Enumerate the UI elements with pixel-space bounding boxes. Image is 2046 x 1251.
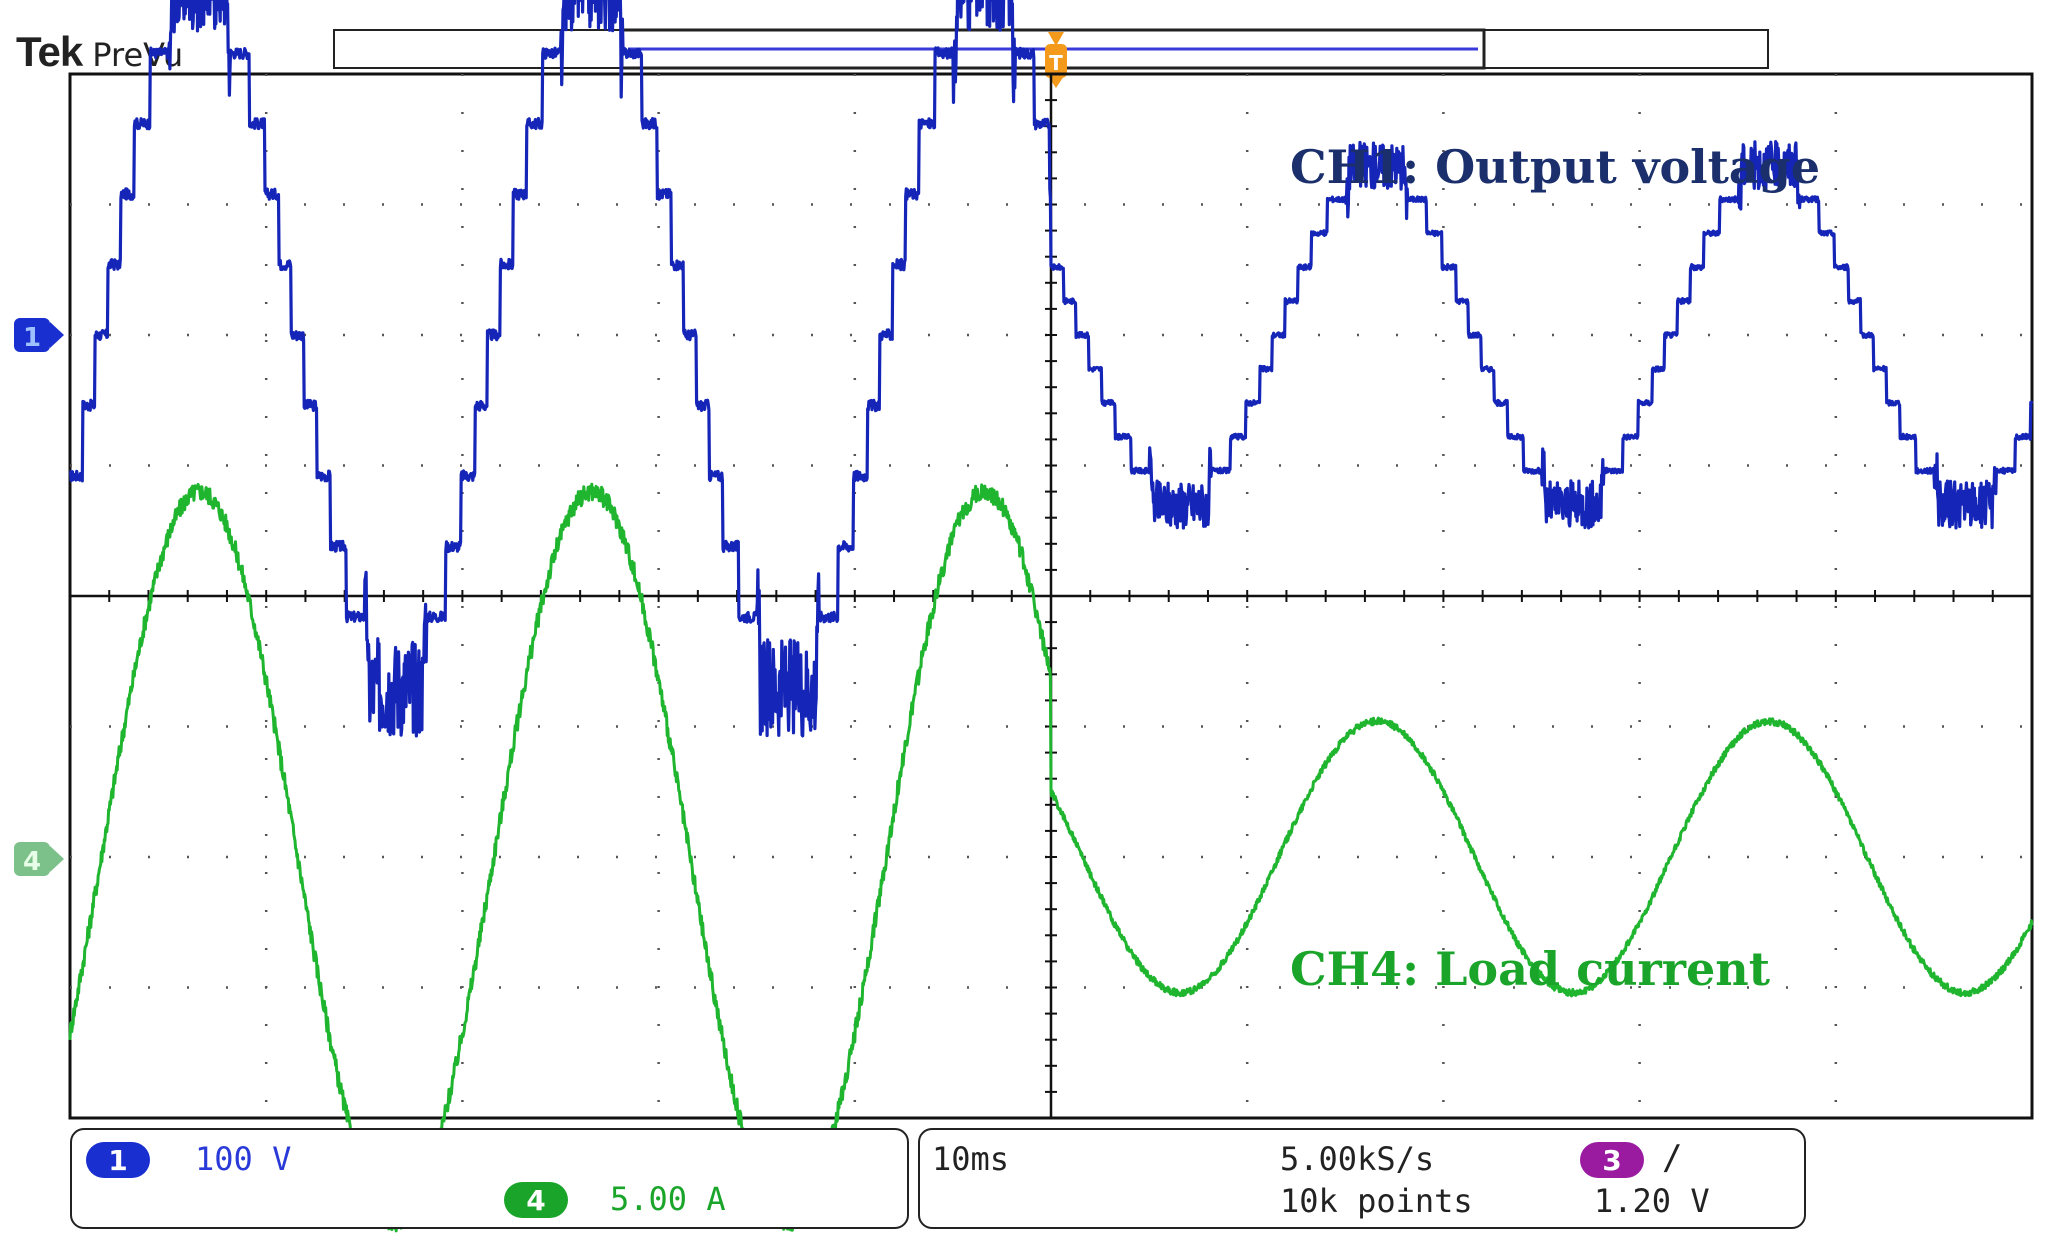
trigger-position-marker[interactable] [1048,32,1064,46]
channel-4-badge[interactable]: 4 [504,1182,568,1218]
channel-4-marker[interactable]: 4 [14,842,64,877]
horizontal-settings-panel[interactable]: 10ms 5.00kS/s 10k points 3 ∕ 1.20 V [918,1128,1806,1229]
channel-1-marker[interactable]: 1 [14,318,64,353]
trace-ch1 [69,0,2034,738]
trigger-t-label: T [1049,51,1063,75]
channel-4-marker-label: 4 [23,847,41,877]
ch1-annotation: CH1: Output voltage [1290,140,1821,194]
trigger-source-badge[interactable]: 3 [1580,1142,1644,1178]
channel-1-badge[interactable]: 1 [86,1142,150,1178]
ch4-annotation: CH4: Load current [1290,942,1770,996]
rising-edge-icon[interactable]: ∕ [1662,1138,1683,1178]
time-per-division[interactable]: 10ms [932,1140,1010,1178]
sample-rate: 5.00kS/s [1280,1140,1435,1178]
channel-1-marker-label: 1 [23,323,41,353]
trigger-position-icon[interactable] [1045,44,1067,78]
brand-name: Tek [16,28,83,75]
channel-4-scale[interactable]: 5.00 A [610,1180,726,1218]
record-length: 10k points [1280,1182,1473,1220]
graticule [68,72,2034,1120]
vertical-settings-panel[interactable]: 1 100 V 4 5.00 A [70,1128,909,1229]
trigger-level[interactable]: 1.20 V [1594,1182,1710,1220]
channel-1-scale[interactable]: 100 V [195,1140,292,1178]
